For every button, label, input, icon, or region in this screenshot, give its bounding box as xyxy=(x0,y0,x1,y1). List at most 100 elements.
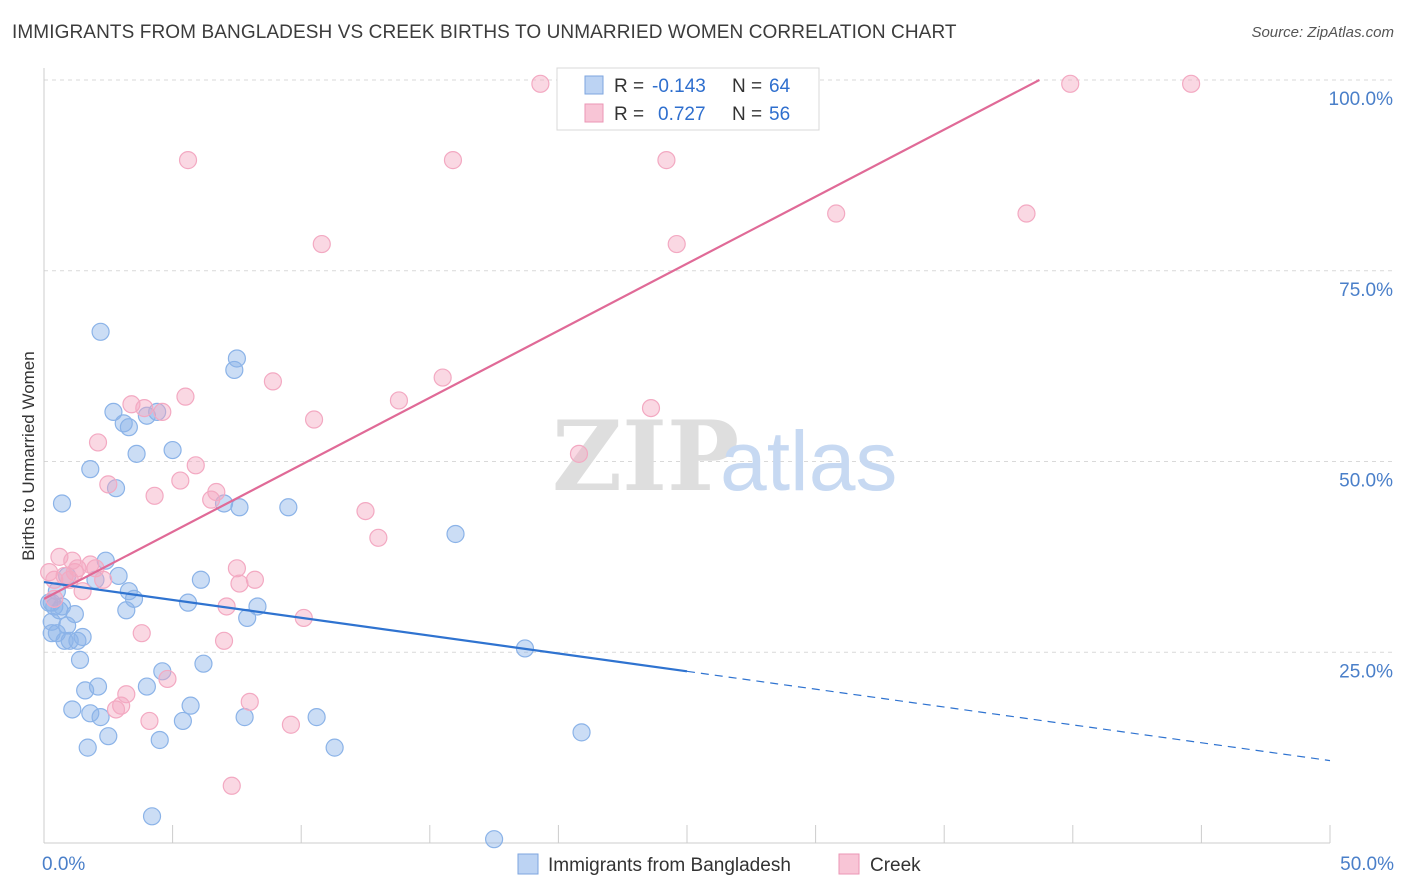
point-creek xyxy=(178,151,198,170)
point-creek xyxy=(245,570,265,589)
point-bangladesh xyxy=(572,723,591,742)
point-bangladesh xyxy=(127,444,146,463)
stats-n-value-bangladesh: 64 xyxy=(769,76,791,97)
point-bangladesh xyxy=(279,498,298,517)
point-creek xyxy=(641,398,661,418)
point-creek xyxy=(222,776,241,795)
point-bangladesh xyxy=(91,708,110,727)
point-creek xyxy=(176,387,195,406)
point-creek xyxy=(73,582,92,601)
point-creek xyxy=(171,471,190,490)
point-bangladesh xyxy=(88,677,108,696)
point-bangladesh xyxy=(142,807,162,826)
stats-r-label-bangladesh: R = xyxy=(614,76,644,97)
stats-n-label-bangladesh: N = xyxy=(732,76,762,97)
point-creek xyxy=(304,410,324,429)
chart-title: IMMIGRANTS FROM BANGLADESH VS CREEK BIRT… xyxy=(12,22,957,43)
point-bangladesh xyxy=(150,730,169,750)
trend-line-extension-bangladesh xyxy=(686,670,1331,762)
point-creek xyxy=(94,570,113,589)
point-bangladesh xyxy=(91,322,110,341)
point-bangladesh xyxy=(173,711,192,731)
point-bangladesh xyxy=(78,738,97,757)
point-bangladesh xyxy=(109,566,128,586)
point-creek xyxy=(433,368,452,387)
stats-legend: R = -0.143 N = 64 R = 0.727 N = 56 xyxy=(556,67,820,131)
point-bangladesh xyxy=(230,498,249,517)
point-bangladesh xyxy=(119,418,138,437)
x-tick-label-max: 50.0% xyxy=(1340,854,1394,875)
point-creek xyxy=(1017,204,1036,223)
stats-r-value-creek: 0.727 xyxy=(658,104,706,125)
y-axis-label: Births to Unmarried Women xyxy=(19,351,38,560)
point-bangladesh xyxy=(52,494,72,513)
point-creek xyxy=(145,486,164,505)
point-creek xyxy=(140,711,159,731)
point-creek xyxy=(356,501,375,521)
point-creek xyxy=(443,151,463,170)
grid-layer: 25.0% 50.0% 75.0% 100.0% xyxy=(44,79,1394,682)
point-creek xyxy=(263,372,283,391)
point-bangladesh xyxy=(99,727,118,746)
stats-legend-swatch-creek xyxy=(584,103,604,123)
point-creek xyxy=(186,456,205,475)
source-credit: Source: ZipAtlas.com xyxy=(1251,24,1394,41)
point-bangladesh xyxy=(137,677,156,696)
stats-legend-swatch-bangladesh xyxy=(584,75,604,95)
point-bangladesh xyxy=(70,650,90,669)
watermark: ZIP atlas xyxy=(552,400,897,513)
point-bangladesh xyxy=(235,708,254,727)
point-creek xyxy=(135,398,154,418)
y-tick-label-25: 25.0% xyxy=(1339,661,1393,682)
legend-label-creek: Creek xyxy=(870,855,921,876)
point-bangladesh xyxy=(194,654,213,673)
point-bangladesh xyxy=(68,631,87,650)
point-creek xyxy=(531,74,550,93)
legend-swatch-creek xyxy=(838,853,860,875)
point-bangladesh xyxy=(104,402,123,422)
bottom-legend: Immigrants from Bangladesh Creek xyxy=(517,853,921,876)
point-creek xyxy=(312,234,331,254)
point-creek xyxy=(158,669,177,689)
legend-swatch-bangladesh xyxy=(517,853,539,875)
point-creek xyxy=(657,151,676,170)
trend-line-bangladesh xyxy=(43,580,688,673)
point-bangladesh xyxy=(63,700,82,719)
watermark-zip: ZIP xyxy=(552,400,739,513)
y-tick-label-50: 50.0% xyxy=(1339,471,1393,492)
y-tick-label-75: 75.0% xyxy=(1339,280,1393,301)
stats-n-label-creek: N = xyxy=(732,104,762,125)
point-bangladesh xyxy=(47,624,66,643)
point-bangladesh xyxy=(225,360,244,380)
point-creek xyxy=(1182,74,1201,93)
point-creek xyxy=(389,391,409,410)
point-bangladesh xyxy=(65,604,84,624)
legend-label-bangladesh: Immigrants from Bangladesh xyxy=(548,855,791,876)
trend-layer xyxy=(43,79,1331,762)
watermark-atlas: atlas xyxy=(720,414,897,508)
point-creek xyxy=(207,482,226,502)
stats-r-value-bangladesh: -0.143 xyxy=(652,76,706,97)
point-creek xyxy=(227,559,246,578)
trend-line-creek xyxy=(43,79,1040,600)
point-bangladesh xyxy=(325,738,344,757)
point-creek xyxy=(369,528,388,547)
point-creek xyxy=(240,692,259,711)
point-bangladesh xyxy=(81,460,100,479)
stats-n-value-creek: 56 xyxy=(769,104,790,125)
y-tick-label-100: 100.0% xyxy=(1329,89,1394,110)
point-bangladesh xyxy=(181,696,200,715)
point-bangladesh xyxy=(81,704,100,723)
point-creek xyxy=(99,475,118,494)
point-creek xyxy=(132,624,151,643)
stats-r-label-creek: R = xyxy=(614,104,644,125)
axes-layer xyxy=(43,68,1331,844)
point-creek xyxy=(214,631,234,650)
point-bangladesh xyxy=(163,440,182,460)
point-creek xyxy=(230,574,249,593)
point-bangladesh xyxy=(227,349,246,368)
point-bangladesh xyxy=(485,830,504,849)
point-creek xyxy=(88,433,108,452)
point-bangladesh xyxy=(307,708,326,727)
